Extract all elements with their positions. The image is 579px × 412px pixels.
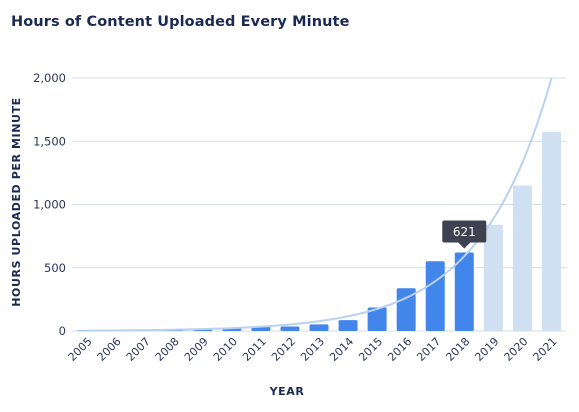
bar (280, 326, 300, 331)
bar (77, 330, 97, 331)
y-tick-label: 1,500 (33, 134, 66, 148)
x-axis-label: YEAR (269, 385, 305, 398)
x-axis-ticks: 2005 2006 2007 2008 2009 2010 2011 2012 2013 2014… (66, 335, 560, 364)
x-tick-label: 2010 (211, 335, 240, 364)
x-tick-label: 2017 (414, 335, 443, 364)
y-tick-label: 500 (44, 261, 66, 275)
x-tick-label: 2016 (385, 335, 414, 364)
chart-title: Hours of Content Uploaded Every Minute (11, 14, 350, 30)
bar (454, 252, 474, 331)
bars (77, 131, 561, 331)
x-tick-label: 2009 (182, 335, 211, 364)
trend-curve (86, 77, 553, 332)
x-tick-label: 2020 (502, 335, 531, 364)
y-tick-label: 2,000 (33, 71, 66, 85)
x-tick-label: 2008 (153, 335, 182, 364)
bar (425, 261, 445, 331)
x-tick-label: 2018 (443, 335, 472, 364)
x-tick-label: 2015 (356, 335, 385, 364)
tooltip-pointer (458, 242, 471, 249)
y-tick-label: 1,000 (33, 198, 66, 212)
y-tick-label: 0 (59, 324, 66, 338)
x-tick-label: 2005 (66, 335, 95, 364)
x-tick-label: 2021 (531, 335, 560, 364)
y-axis-label: HOURS UPLOADED PER MINUTE (10, 97, 23, 307)
tooltip-value: 621 (453, 225, 476, 239)
bar-projected (512, 185, 532, 331)
bar-projected (483, 224, 503, 331)
bar (367, 307, 387, 331)
x-tick-label: 2013 (298, 335, 327, 364)
x-tick-label: 2019 (472, 335, 501, 364)
x-tick-label: 2014 (327, 335, 356, 364)
x-tick-label: 2007 (124, 335, 153, 364)
x-tick-label: 2006 (95, 335, 124, 364)
x-tick-label: 2012 (269, 335, 298, 364)
bar (309, 324, 329, 331)
x-tick-label: 2011 (240, 335, 269, 364)
trend-line (86, 77, 553, 332)
value-tooltip: 621 (442, 220, 487, 249)
tooltip: 621 (442, 220, 487, 249)
tooltip-box (442, 220, 487, 243)
y-axis-ticks: 0 500 1,000 1,500 2,000 (33, 71, 66, 338)
bar-projected (541, 131, 561, 331)
bar (338, 320, 358, 331)
